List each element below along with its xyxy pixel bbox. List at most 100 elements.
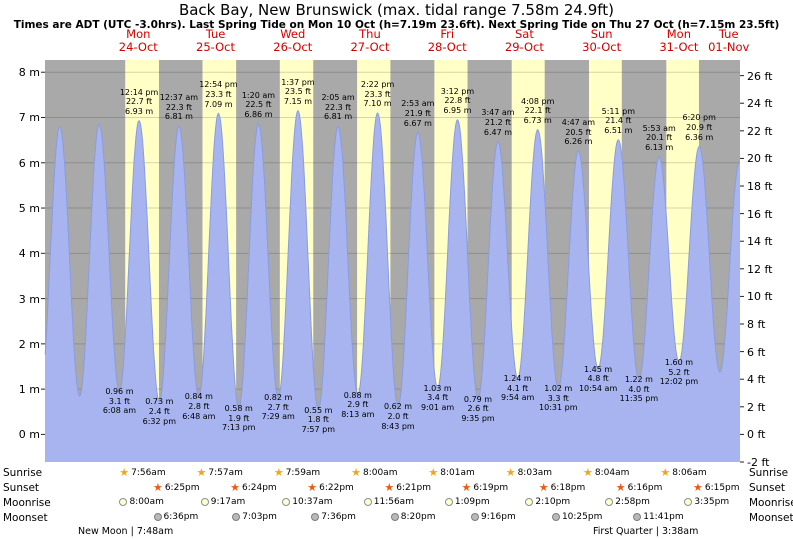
annotation-line: 7.15 m [283,96,313,106]
moonset-moon-icon [311,513,320,521]
day-name: Fri [440,27,455,41]
moonrise-moon-icon [684,498,693,506]
moonrise-row-label-left: Moonrise [3,497,51,509]
chart-title: Back Bay, New Brunswick (max. tidal rang… [178,1,615,19]
sunrise-entry: 7:56am [119,467,166,478]
annotation-line: 6.93 m [124,106,154,116]
moonrise-time: 10:37am [292,497,333,507]
moonrise-row-label-right: Moonrise [749,497,793,509]
moonrise-entry: 9:17am [200,497,245,507]
annotation-line: 0.58 m [224,404,253,414]
annotation-line: 6:32 pm [142,416,177,426]
sunset-entry: 6:19pm [462,482,508,493]
annotation-line: 3:47 am [481,108,515,118]
axis-label-meters: 5 m [18,202,40,216]
sunrise-time: 8:01am [440,467,475,478]
sunrise-entry: 8:00am [351,467,398,478]
annotation-line: 7.09 m [204,99,233,109]
moonset-row-label-left: Moonset [3,512,48,524]
moonrise-moon-icon [605,498,614,506]
high-tide-annotation: 6:20 pm 20.9 ft 6.36 m [683,113,716,142]
sunrise-time: 7:56am [131,467,166,478]
sunset-row-label-right: Sunset [749,482,786,494]
axis-label-meters: 2 m [18,337,40,351]
high-tide-annotation: 2:05 am 22.3 ft 6.81 m [321,93,354,122]
annotation-line: 1.8 ft [307,415,329,425]
sunset-entry: 6:22pm [307,482,354,493]
sunset-time: 6:24pm [242,482,277,493]
sunrise-row-label-left: Sunrise [3,467,43,479]
moonset-moon-icon [551,513,560,521]
annotation-line: 2:05 am [321,93,355,103]
sunset-time: 6:21pm [396,482,431,493]
day-header: Mon 31-Oct [659,28,698,54]
moonset-moon-icon [153,513,162,521]
low-tide-annotation: 1.02 m 3.3 ft 10:31 pm [539,384,577,413]
axis-label-feet: 22 ft [747,124,773,138]
annotation-line: 22.1 ft [524,106,551,116]
annotation-line: 5:53 am [642,123,676,133]
annotation-line: 6.86 m [244,110,273,120]
annotation-line: 6.81 m [323,112,353,122]
annotation-line: 6.26 m [564,137,593,147]
annotation-line: 20.1 ft [646,133,673,143]
sunset-entry: 6:25pm [153,482,200,493]
high-tide-annotation: 1:37 pm 23.5 ft 7.15 m [281,78,314,107]
day-date: 29-Oct [504,40,544,54]
low-tide-annotation: 0.82 m 2.7 ft 7:29 am [262,393,295,422]
moonrise-time: 2:10pm [535,497,571,507]
sunrise-time: 8:00am [362,467,398,478]
annotation-line: 22.3 ft [324,102,352,112]
sunrise-time: 8:04am [594,467,630,478]
tide-area [45,110,740,462]
annotation-line: 21.9 ft [404,109,431,119]
annotation-line: 4.1 ft [507,383,529,393]
moonset-moon-icon [471,513,480,521]
moonrise-moon-icon [525,498,534,506]
tide-curve-line [44,109,740,411]
annotation-line: 6.36 m [685,132,714,142]
moonset-time: 7:36pm [321,512,356,522]
annotation-line: 1.03 m [423,383,452,393]
annotation-line: 7:13 pm [222,423,256,433]
day-name: Tue [718,27,739,41]
annotation-line: 20.9 ft [686,123,713,133]
moonrise-entry: 10:37am [282,497,333,507]
day-header: Sat 29-Oct [505,28,544,54]
annotation-line: 0.96 m [105,386,134,396]
annotation-line: 10:54 am [578,383,618,393]
axis-label-feet: 14 ft [747,235,773,249]
day-date: 01-Nov [708,40,750,54]
axis-label-feet: 26 ft [747,69,773,83]
annotation-line: 1.02 m [544,384,573,394]
annotation-line: 12:14 pm [119,87,159,97]
annotation-line: 5.2 ft [668,367,690,377]
day-date: 26-Oct [273,40,313,54]
annotation-line: 20.5 ft [565,127,592,137]
moonrise-moon-icon [444,498,453,506]
sunset-time: 6:25pm [164,482,200,493]
moonrise-entry: 8:00am [119,497,164,507]
annotation-line: 3.4 ft [427,393,449,403]
annotation-line: 6.67 m [403,118,432,128]
day-name: Wed [280,27,306,41]
annotation-line: 6:20 pm [682,113,716,123]
sunrise-time: 8:06am [672,467,707,478]
annotation-line: 6.81 m [164,112,193,122]
moon-phase-right: First Quarter | 3:38am [593,526,699,537]
moonrise-time: 3:35pm [694,497,730,507]
high-tide-annotation: 4:08 pm 22.1 ft 6.73 m [521,97,554,126]
axis-label-meters: 1 m [18,383,40,397]
annotation-line: 7:29 am [261,412,295,422]
annotation-line: 5:11 pm [601,106,635,116]
moonset-time: 6:36pm [163,512,199,522]
sunrise-entry: 8:03am [506,467,553,478]
high-tide-annotation: 12:14 pm 22.7 ft 6.93 m [120,88,158,117]
annotation-line: 6.51 m [604,125,633,135]
moonrise-entry: 2:58pm [605,497,650,507]
day-header: Tue 01-Nov [708,28,749,54]
day-name: Sat [514,27,534,41]
